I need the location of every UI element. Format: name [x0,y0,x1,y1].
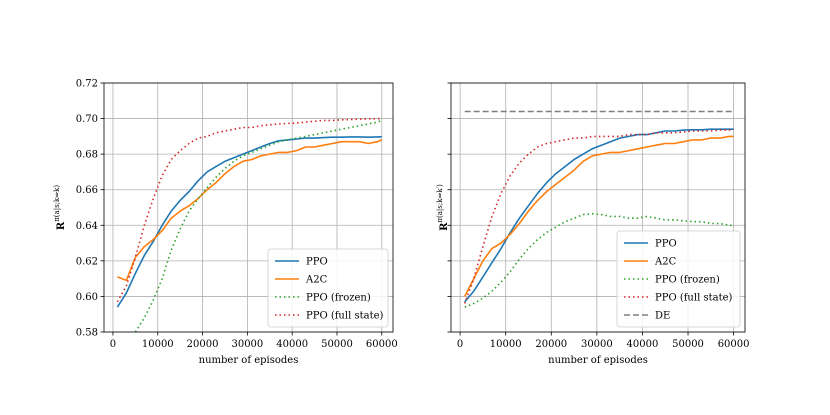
x-tick-label: 10000 [142,339,174,350]
y-tick-label: 0.58 [76,328,98,339]
x-tick-label: 40000 [276,339,308,350]
series-line-ppo-frozen [464,212,734,308]
x-tick-label: 30000 [581,339,613,350]
x-tick-label: 40000 [627,339,659,350]
x-tick-label: 60000 [718,339,750,350]
legend-label: PPO (frozen) [306,293,371,304]
x-tick-label: 0 [457,339,463,350]
series-line-a2c [117,139,383,282]
y-tick-label: 0.66 [76,185,98,196]
series-line-ppo-frozen [134,119,383,332]
chart-panel-2: 0 10000 20000 30000 40000 50000 60000 number of… [436,82,750,366]
legend-box [267,248,389,328]
x-tick-label: 50000 [672,339,704,350]
x-tick-label: 0 [110,339,116,350]
x-tick-label: 30000 [231,339,263,350]
legend-label: PPO (frozen) [655,275,720,286]
series-line-a2c [463,135,734,297]
legend-box [616,230,741,328]
x-tick-label: 60000 [366,339,398,350]
y-tick-label: 0.64 [76,221,98,232]
x-tick-label: 10000 [490,339,522,350]
y-tick-label: 0.62 [76,256,98,267]
legend-label: PPO (full state) [306,311,384,322]
y-tick-label: 0.70 [76,114,98,125]
legend-label: PPO [306,257,328,268]
y-axis-label: Rπ(a|s;k⇒k) [53,185,67,230]
y-tick-label: 0.60 [76,292,98,303]
y-tick-label: 0.68 [76,150,98,161]
legend-label: DE [655,311,670,322]
legend-label: A2C [654,257,677,268]
x-axis-label: number of episodes [548,355,648,366]
axes-frame [450,82,746,333]
series-line-ppo [464,128,734,303]
chart-panel-1: 0 10000 20000 30000 40000 50000 60000 0.58 0.60 0… [53,79,398,367]
x-tick-label: 20000 [187,339,219,350]
y-axis-label: Rπ(a|s;k⇒k′) [436,184,450,231]
axes-frame [103,82,394,333]
legend-label: PPO [655,239,677,250]
legend-label: PPO (full state) [655,293,733,304]
x-axis-label: number of episodes [199,355,299,366]
legend: PPO A2C PPO (frozen) PPO (full state) [267,248,389,328]
legend: PPO A2C PPO (frozen) PPO (full state) DE [616,230,741,328]
y-tick-label: 0.72 [76,79,98,90]
x-tick-label: 50000 [321,339,353,350]
series-line-ppo-full-state [463,128,734,304]
legend-label: A2C [305,275,328,286]
series-line-ppo [116,135,382,308]
x-tick-label: 20000 [535,339,567,350]
